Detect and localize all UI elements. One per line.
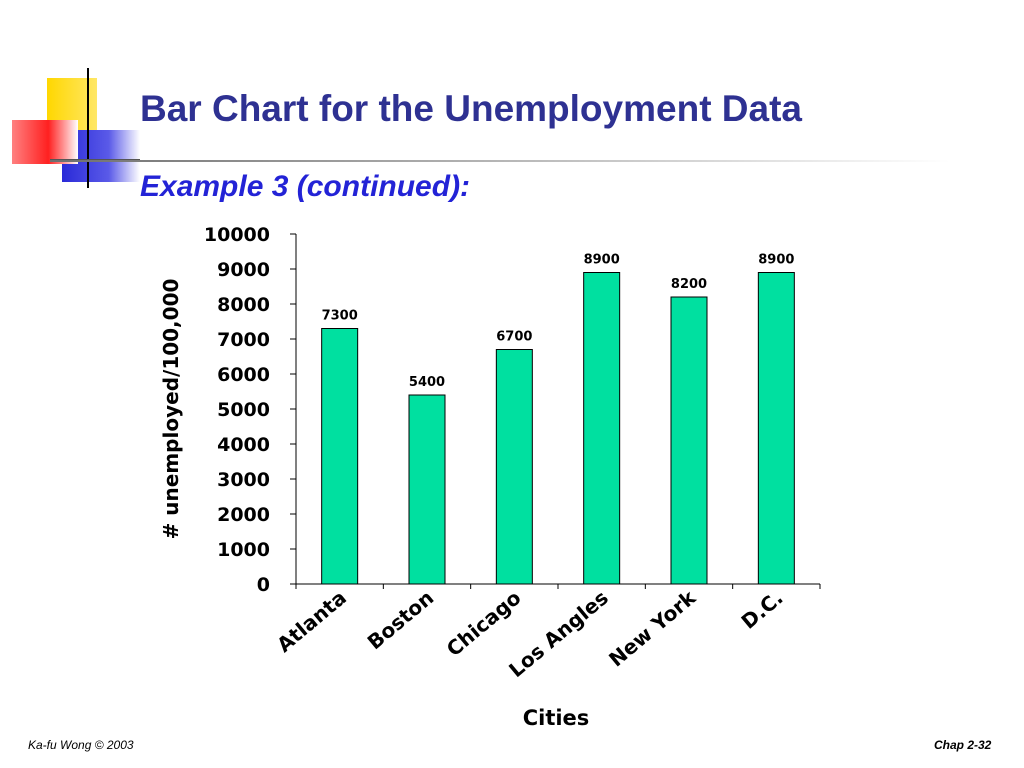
x-category-label: New York: [604, 585, 701, 672]
bar: [321, 328, 359, 585]
x-axis-title: Cities: [523, 706, 590, 730]
y-tick-label: 6000: [217, 364, 270, 386]
y-tick-label: 0: [257, 574, 270, 596]
bar: [408, 394, 446, 585]
y-tick-label: 8000: [217, 294, 270, 316]
y-tick-label: 1000: [217, 539, 270, 561]
y-tick-label: 10000: [204, 224, 270, 246]
y-axis-title: # unemployed/100,000: [159, 279, 183, 540]
slide-subtitle: Example 3 (continued):: [140, 170, 471, 203]
y-tick-label: 7000: [217, 329, 270, 351]
footer-slide-number: Chap 2-32: [934, 738, 992, 752]
bar-data-label: 8200: [671, 277, 707, 292]
bar-data-label: 8900: [584, 253, 620, 268]
footer-author: Ka-fu Wong © 2003: [28, 738, 134, 752]
y-tick-label: 5000: [217, 399, 270, 421]
bar-data-label: 8900: [758, 253, 794, 268]
deco-red-square: [12, 120, 78, 164]
bar-data-label: 5400: [409, 375, 445, 390]
bar: [670, 296, 708, 585]
y-tick-label: 4000: [217, 434, 270, 456]
title-divider: [50, 160, 950, 162]
x-category-label: Boston: [363, 585, 439, 654]
y-tick-label: 9000: [217, 259, 270, 281]
x-category-label: D.C.: [737, 585, 788, 633]
x-category-label: Chicago: [442, 585, 526, 661]
bar: [583, 272, 621, 585]
y-tick-label: 2000: [217, 504, 270, 526]
bar: [495, 349, 533, 585]
x-category-label: Atlanta: [272, 585, 351, 657]
bar: [757, 272, 795, 585]
y-tick-label: 3000: [217, 469, 270, 491]
slide-title: Bar Chart for the Unemployment Data: [140, 88, 802, 129]
bar-data-label: 6700: [496, 330, 532, 345]
bar-data-label: 7300: [322, 309, 358, 324]
